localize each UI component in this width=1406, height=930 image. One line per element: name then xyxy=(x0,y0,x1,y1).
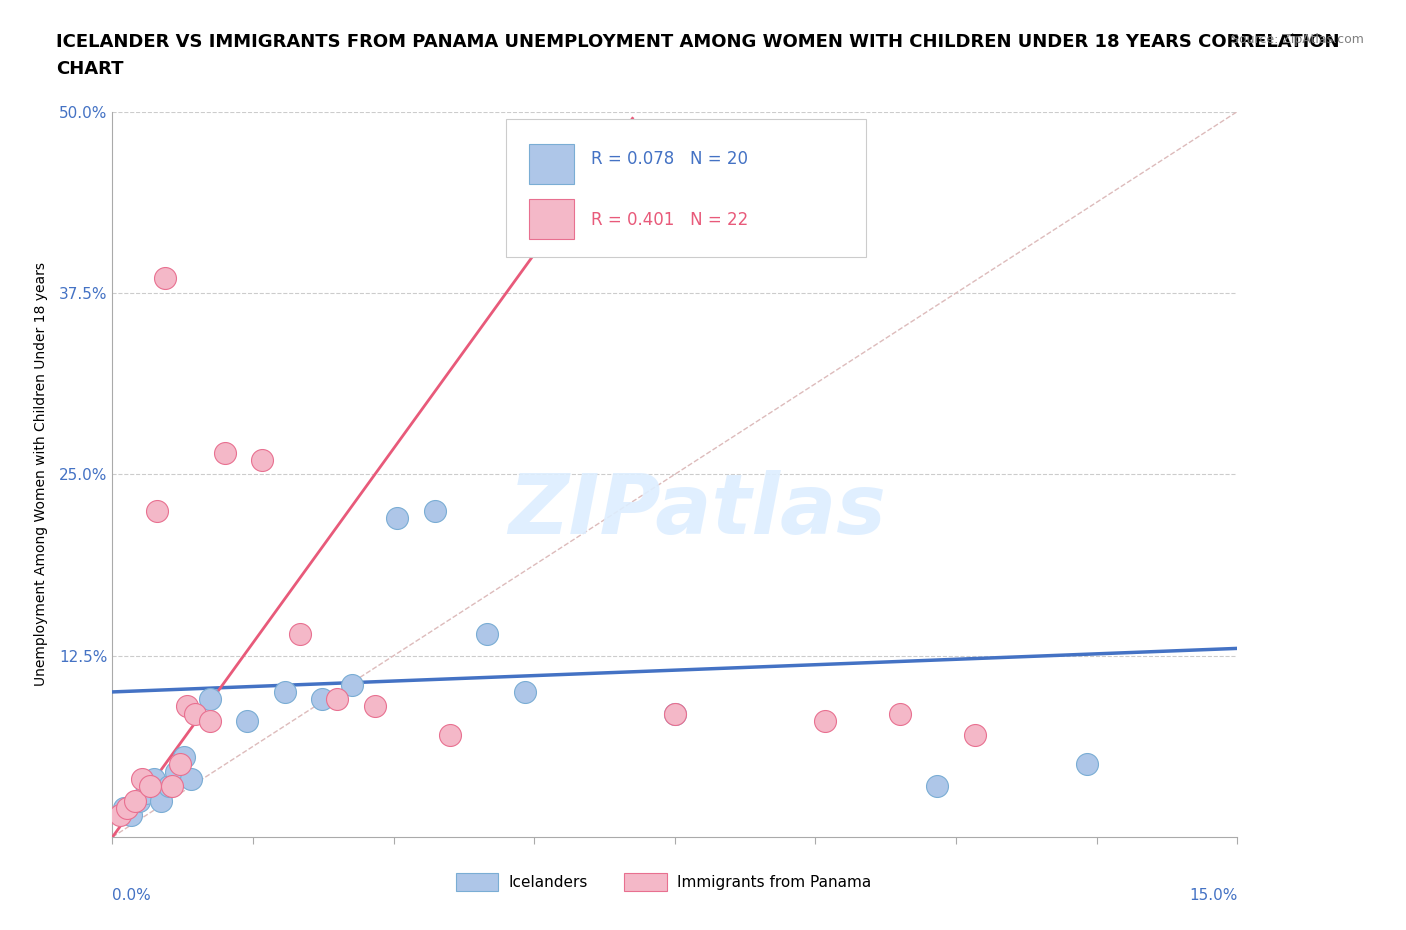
Point xyxy=(889,706,911,721)
Point xyxy=(477,627,499,642)
Text: ICELANDER VS IMMIGRANTS FROM PANAMA UNEMPLOYMENT AMONG WOMEN WITH CHILDREN UNDER: ICELANDER VS IMMIGRANTS FROM PANAMA UNEM… xyxy=(56,33,1340,50)
Text: 0.0%: 0.0% xyxy=(112,888,152,903)
Point xyxy=(513,684,536,699)
Point xyxy=(124,793,146,808)
Point xyxy=(274,684,297,699)
FancyBboxPatch shape xyxy=(529,144,574,184)
Point xyxy=(927,778,949,793)
Point xyxy=(184,706,207,721)
Point xyxy=(135,786,157,801)
Point xyxy=(1076,757,1098,772)
FancyBboxPatch shape xyxy=(456,873,498,891)
Text: R = 0.401   N = 22: R = 0.401 N = 22 xyxy=(591,211,748,230)
Point xyxy=(288,627,311,642)
Point xyxy=(963,728,986,743)
Point xyxy=(364,699,387,714)
Point xyxy=(664,706,686,721)
Point xyxy=(664,706,686,721)
Text: Immigrants from Panama: Immigrants from Panama xyxy=(678,875,872,890)
Point xyxy=(153,271,176,286)
Point xyxy=(165,764,187,779)
Point xyxy=(173,750,195,764)
Point xyxy=(387,511,409,525)
Point xyxy=(128,793,150,808)
Point xyxy=(169,757,191,772)
Point xyxy=(814,713,837,728)
Y-axis label: Unemployment Among Women with Children Under 18 years: Unemployment Among Women with Children U… xyxy=(34,262,48,686)
FancyBboxPatch shape xyxy=(624,873,666,891)
Point xyxy=(162,778,184,793)
Point xyxy=(112,801,135,816)
Text: Icelanders: Icelanders xyxy=(509,875,588,890)
Point xyxy=(139,778,162,793)
Text: Source: ZipAtlas.com: Source: ZipAtlas.com xyxy=(1230,33,1364,46)
Point xyxy=(311,692,333,707)
Point xyxy=(236,713,259,728)
Point xyxy=(342,677,364,692)
Point xyxy=(131,772,153,787)
Point xyxy=(157,778,180,793)
Point xyxy=(150,793,173,808)
Text: CHART: CHART xyxy=(56,60,124,78)
FancyBboxPatch shape xyxy=(506,119,866,257)
Point xyxy=(198,713,221,728)
Point xyxy=(198,692,221,707)
Point xyxy=(117,801,139,816)
Text: ZIPatlas: ZIPatlas xyxy=(509,470,886,551)
Point xyxy=(146,503,169,518)
Point xyxy=(439,728,461,743)
Text: R = 0.078   N = 20: R = 0.078 N = 20 xyxy=(591,150,748,167)
Point xyxy=(142,772,165,787)
FancyBboxPatch shape xyxy=(529,199,574,239)
Point xyxy=(214,445,236,460)
Point xyxy=(180,772,202,787)
Point xyxy=(326,692,349,707)
Point xyxy=(176,699,198,714)
Point xyxy=(120,808,142,823)
Point xyxy=(252,452,274,467)
Point xyxy=(423,503,446,518)
Point xyxy=(108,808,131,823)
Text: 15.0%: 15.0% xyxy=(1189,888,1237,903)
